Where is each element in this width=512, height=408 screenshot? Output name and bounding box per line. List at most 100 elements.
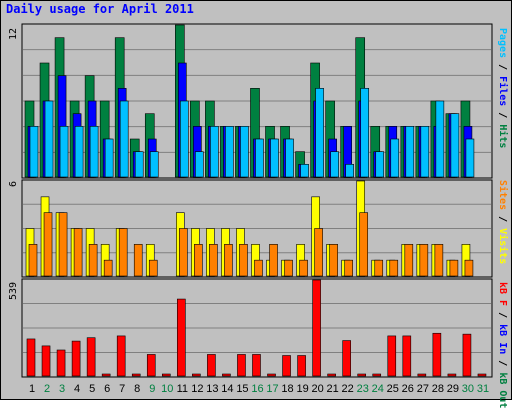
- kbf-bar: [432, 332, 442, 377]
- pages-bar: [240, 126, 249, 178]
- kbf-bar: [342, 340, 351, 377]
- sites-bar: [58, 212, 68, 277]
- panel-bot-legend: kB F / kB In / kB Out: [497, 282, 508, 408]
- day-label: 28: [432, 383, 444, 395]
- kbf-bar: [267, 373, 276, 377]
- legend-bot-part: /: [497, 354, 508, 373]
- day-label: 4: [74, 383, 80, 395]
- chart-title: Daily usage for April 2011: [6, 2, 194, 16]
- sites-bar: [419, 244, 429, 277]
- day-label: 3: [59, 383, 65, 395]
- kbf-bar: [146, 354, 156, 377]
- sites-bar: [224, 244, 233, 277]
- sites-bar: [148, 259, 158, 277]
- kbf-bar: [297, 355, 306, 377]
- day-label: 20: [311, 383, 323, 395]
- sites-bar: [239, 244, 248, 277]
- pages-bar: [375, 151, 385, 178]
- panel-bot-max-label: 539: [8, 281, 19, 300]
- sites-bar: [449, 259, 459, 277]
- day-label: 17: [266, 383, 278, 395]
- day-label: 6: [104, 383, 110, 395]
- pages-bar: [300, 164, 309, 178]
- legend-bot-part: kB F: [497, 282, 508, 307]
- day-label: 25: [387, 383, 399, 395]
- kbf-bar: [71, 340, 81, 377]
- pages-bar: [285, 138, 294, 178]
- kbf-bar: [86, 337, 96, 377]
- pages-bar: [134, 151, 144, 178]
- day-label: 21: [327, 383, 339, 395]
- pages-bar: [89, 126, 99, 178]
- legend-top-part: /: [497, 58, 508, 77]
- sites-bar: [73, 228, 83, 277]
- pages-bar: [255, 138, 264, 178]
- kbf-bar: [357, 373, 367, 377]
- pages-bar: [345, 164, 354, 178]
- sites-bar: [404, 244, 414, 277]
- day-label: 19: [296, 383, 308, 395]
- day-label: 31: [477, 383, 489, 395]
- kbf-bar: [462, 333, 472, 377]
- sites-bar: [28, 244, 38, 277]
- legend-top-part: Pages: [497, 28, 508, 59]
- day-label: 10: [161, 383, 173, 395]
- kbf-bar: [26, 338, 36, 377]
- sites-bar: [284, 259, 293, 277]
- kbf-bar: [402, 335, 412, 377]
- pages-bar: [315, 88, 324, 178]
- kbf-bar: [192, 373, 201, 377]
- kbf-bar: [387, 335, 397, 377]
- kbf-bar: [131, 373, 141, 377]
- kbf-bar: [327, 373, 336, 377]
- day-label: 9: [149, 383, 155, 395]
- day-label: 5: [89, 383, 95, 395]
- legend-mid-part: Visits: [497, 228, 508, 265]
- pages-bar: [29, 126, 39, 178]
- kbf-bar: [207, 354, 216, 377]
- kbf-bar: [161, 373, 171, 377]
- day-label: 8: [134, 383, 140, 395]
- sites-bar: [179, 228, 188, 277]
- kbf-bar: [101, 373, 111, 377]
- sites-bar: [269, 244, 278, 277]
- sites-bar: [103, 259, 113, 277]
- sites-bar: [434, 244, 444, 277]
- sites-bar: [299, 259, 308, 277]
- day-label: 14: [221, 383, 233, 395]
- sites-bar: [389, 259, 399, 277]
- pages-bar: [180, 100, 189, 178]
- panel-top-max-label: 12: [8, 27, 19, 40]
- kbf-bar: [282, 355, 291, 377]
- kbf-bar: [222, 373, 231, 377]
- kbf-bar: [312, 279, 321, 377]
- pages-bar: [195, 151, 204, 178]
- legend-mid-part: /: [497, 210, 508, 229]
- pages-bar: [465, 138, 475, 178]
- kbf-bar: [177, 298, 186, 377]
- legend-bot-part: kB In: [497, 324, 508, 355]
- pages-bar: [59, 126, 69, 178]
- pages-bar: [390, 138, 400, 178]
- sites-bar: [464, 259, 474, 277]
- day-label: 26: [402, 383, 414, 395]
- kbf-bar: [417, 373, 427, 377]
- day-label: 24: [372, 383, 384, 395]
- sites-bar: [209, 244, 218, 277]
- legend-top-part: Files: [497, 76, 508, 107]
- kbf-bar: [116, 335, 126, 377]
- legend-mid-part: Sites: [497, 180, 508, 211]
- panel-mid-max-label: 6: [8, 180, 19, 187]
- day-label: 7: [119, 383, 125, 395]
- sites-bar: [374, 259, 384, 277]
- pages-bar: [435, 100, 445, 178]
- pages-bar: [405, 126, 415, 178]
- panel-top-legend: Pages / Files / Hits: [497, 28, 508, 148]
- pages-bar: [119, 100, 129, 178]
- day-label: 22: [342, 383, 354, 395]
- pages-bar: [360, 88, 370, 178]
- legend-bot-part: /: [497, 306, 508, 325]
- day-label: 23: [357, 383, 369, 395]
- day-label: 2: [44, 383, 50, 395]
- sites-bar: [43, 212, 53, 277]
